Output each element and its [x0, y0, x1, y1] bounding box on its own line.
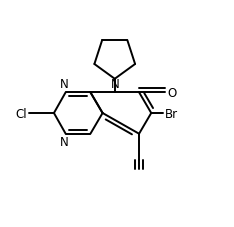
Text: Cl: Cl	[15, 107, 27, 120]
Text: N: N	[60, 78, 69, 91]
Text: Br: Br	[165, 107, 178, 120]
Text: N: N	[111, 78, 120, 91]
Text: O: O	[167, 86, 176, 99]
Text: N: N	[60, 135, 69, 148]
